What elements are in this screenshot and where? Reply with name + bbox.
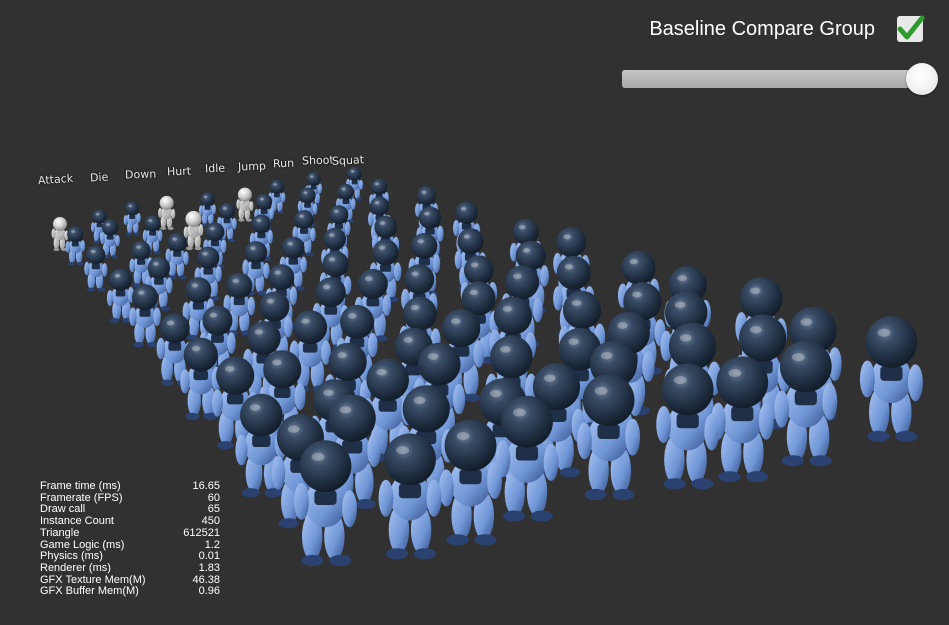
soldier xyxy=(165,232,189,280)
soldier xyxy=(294,440,357,566)
stat-value: 450 xyxy=(201,515,220,528)
soldier xyxy=(145,256,173,312)
stat-label: GFX Buffer Mem(M) xyxy=(40,585,139,598)
soldier xyxy=(656,363,720,490)
soldier xyxy=(859,316,923,442)
checkmark-icon xyxy=(897,15,925,40)
soldier xyxy=(378,433,442,560)
compare-toggle-row[interactable]: Baseline Compare Group xyxy=(649,15,925,42)
soldier xyxy=(577,374,641,500)
stat-value: 0.96 xyxy=(198,585,220,598)
animation-label: Down xyxy=(124,167,157,182)
stat-value: 1.83 xyxy=(198,561,220,574)
slider-thumb[interactable] xyxy=(906,63,938,95)
soldier xyxy=(199,192,216,227)
soldier-highlighted xyxy=(158,195,176,230)
stat-label: Frame time (ms) xyxy=(40,480,121,492)
stat-label: GFX Texture Mem(M) xyxy=(40,573,146,586)
soldier xyxy=(495,395,559,522)
stat-label: Physics (ms) xyxy=(40,550,103,563)
compare-group-label: Baseline Compare Group xyxy=(649,17,875,40)
soldier xyxy=(438,309,485,402)
stat-value: 612521 xyxy=(183,526,220,539)
stat-row: GFX Buffer Mem(M) 0.96 xyxy=(40,586,220,598)
stat-row: Instance Count 450 xyxy=(40,515,220,528)
stat-value: 1.2 xyxy=(204,538,220,551)
soldier xyxy=(289,310,331,393)
soldier xyxy=(65,226,86,266)
stat-row: Renderer (ms) 1.83 xyxy=(40,561,220,575)
soldier xyxy=(212,356,259,450)
stat-value: 16.65 xyxy=(192,480,220,492)
animation-label: Attack xyxy=(37,171,74,188)
stat-row: Triangle 612521 xyxy=(40,526,220,540)
soldier xyxy=(123,201,141,236)
stat-value: 46.38 xyxy=(192,573,220,586)
soldier xyxy=(242,241,270,296)
soldier xyxy=(268,179,286,214)
animation-label: Die xyxy=(89,170,109,185)
animation-label: Hurt xyxy=(166,164,192,179)
soldier xyxy=(774,340,838,467)
animation-label: Run xyxy=(272,156,295,171)
stat-value: 65 xyxy=(207,503,220,516)
animation-label: Jump xyxy=(237,159,267,174)
stat-row: Draw call 65 xyxy=(40,504,220,516)
performance-stats-panel: Frame time (ms) 16.65 Framerate (FPS) 60 Dra… xyxy=(40,480,220,598)
stat-value: 60 xyxy=(207,491,220,504)
animation-label: Shoot xyxy=(301,153,334,168)
soldier-highlighted xyxy=(51,217,69,251)
stat-row: GFX Texture Mem(M) 46.38 xyxy=(40,573,220,587)
soldier-crowd xyxy=(51,166,923,566)
soldier xyxy=(129,284,161,348)
soldier xyxy=(439,419,502,546)
soldier-highlighted xyxy=(183,210,204,251)
stat-label: Renderer (ms) xyxy=(40,561,111,574)
stat-label: Draw call xyxy=(40,503,86,516)
stat-label: Framerate (FPS) xyxy=(40,491,123,504)
stat-value: 0.01 xyxy=(198,550,220,563)
stat-label: Triangle xyxy=(40,526,80,539)
soldier xyxy=(710,356,774,483)
stat-label: Instance Count xyxy=(40,515,114,528)
compare-group-checkbox[interactable] xyxy=(897,15,925,42)
soldier xyxy=(84,245,108,292)
stat-row: Physics (ms) 0.01 xyxy=(40,551,220,563)
animation-label: Idle xyxy=(204,161,226,176)
stat-row: Frame time (ms) 16.65 xyxy=(40,480,220,493)
instance-count-slider[interactable] xyxy=(622,63,938,95)
soldier-highlighted xyxy=(236,187,254,222)
stat-label: Game Logic (ms) xyxy=(40,538,125,551)
stat-row: Framerate (FPS) 60 xyxy=(40,491,220,505)
slider-fill xyxy=(622,70,922,88)
soldier xyxy=(106,268,135,323)
animation-label: Squat xyxy=(331,153,365,168)
stat-row: Game Logic (ms) 1.2 xyxy=(40,538,220,552)
